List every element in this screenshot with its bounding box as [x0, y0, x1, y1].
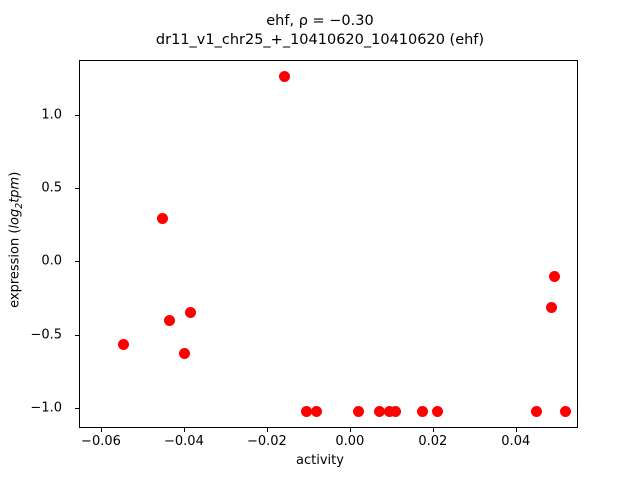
scatter-point — [389, 406, 401, 418]
chart-title-block: ehf, ρ = −0.30 dr11_v1_chr25_+_10410620_… — [0, 12, 640, 50]
y-axis-tick — [75, 407, 79, 409]
y-axis-tick — [75, 261, 79, 263]
scatter-point — [530, 406, 542, 418]
y-axis-label-math-sub: 2 — [13, 202, 25, 209]
chart-subtitle: dr11_v1_chr25_+_10410620_10410620 (ehf) — [155, 32, 485, 48]
x-axis-tick-label: −0.06 — [81, 434, 121, 449]
plot-axes-frame — [79, 60, 578, 428]
y-axis-label-math-post: tpm — [7, 176, 23, 203]
x-axis-tick-label: 0.04 — [501, 434, 531, 449]
plot-data-area — [80, 61, 577, 427]
x-axis-tick — [183, 428, 186, 432]
scatter-point — [311, 406, 323, 418]
y-axis-tick-label: −1.0 — [30, 400, 62, 416]
y-axis-label: expression (log2tpm) — [4, 0, 28, 480]
x-axis-tick — [515, 428, 517, 432]
y-axis-tick — [75, 188, 79, 190]
x-axis-tick — [432, 428, 434, 432]
x-axis-tick-label: 0.00 — [335, 434, 365, 449]
y-axis-label-text: expression (log2tpm) — [7, 172, 25, 308]
scatter-point — [300, 406, 312, 418]
scatter-point — [373, 406, 385, 418]
scatter-point — [352, 406, 364, 418]
y-axis-tick-label: 1.0 — [41, 107, 62, 123]
x-axis-label: activity — [296, 453, 344, 468]
y-axis-tick-label: 0.5 — [41, 180, 62, 196]
scatter-point — [185, 306, 197, 318]
y-axis-label-prefix: expression ( — [7, 228, 23, 309]
scatter-point — [432, 406, 444, 418]
scatter-point — [383, 406, 395, 418]
scatter-point — [549, 271, 561, 283]
y-axis-tick-label: 0.0 — [41, 253, 62, 269]
x-axis-tick-label: 0.02 — [418, 434, 448, 449]
x-axis-tick — [100, 428, 103, 432]
scatter-point — [179, 347, 191, 359]
x-axis-tick — [349, 428, 351, 432]
y-axis-label-math-pre: log — [7, 208, 23, 229]
x-axis-tick — [266, 428, 268, 432]
x-axis-tick-label: −0.02 — [246, 434, 287, 449]
x-axis-tick-label: −0.04 — [164, 434, 204, 449]
y-axis-tick-label: −0.5 — [30, 327, 62, 343]
scatter-point — [278, 70, 290, 82]
scatter-point — [157, 212, 169, 224]
chart-title: ehf, ρ = −0.30 — [266, 13, 374, 29]
y-axis-tick — [75, 334, 79, 336]
y-axis-label-suffix: ) — [7, 171, 23, 177]
scatter-point — [117, 338, 129, 350]
scatter-point — [559, 406, 571, 418]
y-axis-tick — [75, 114, 79, 116]
scatter-point — [416, 406, 428, 418]
scatter-point — [164, 315, 176, 327]
scatter-point — [546, 302, 558, 314]
